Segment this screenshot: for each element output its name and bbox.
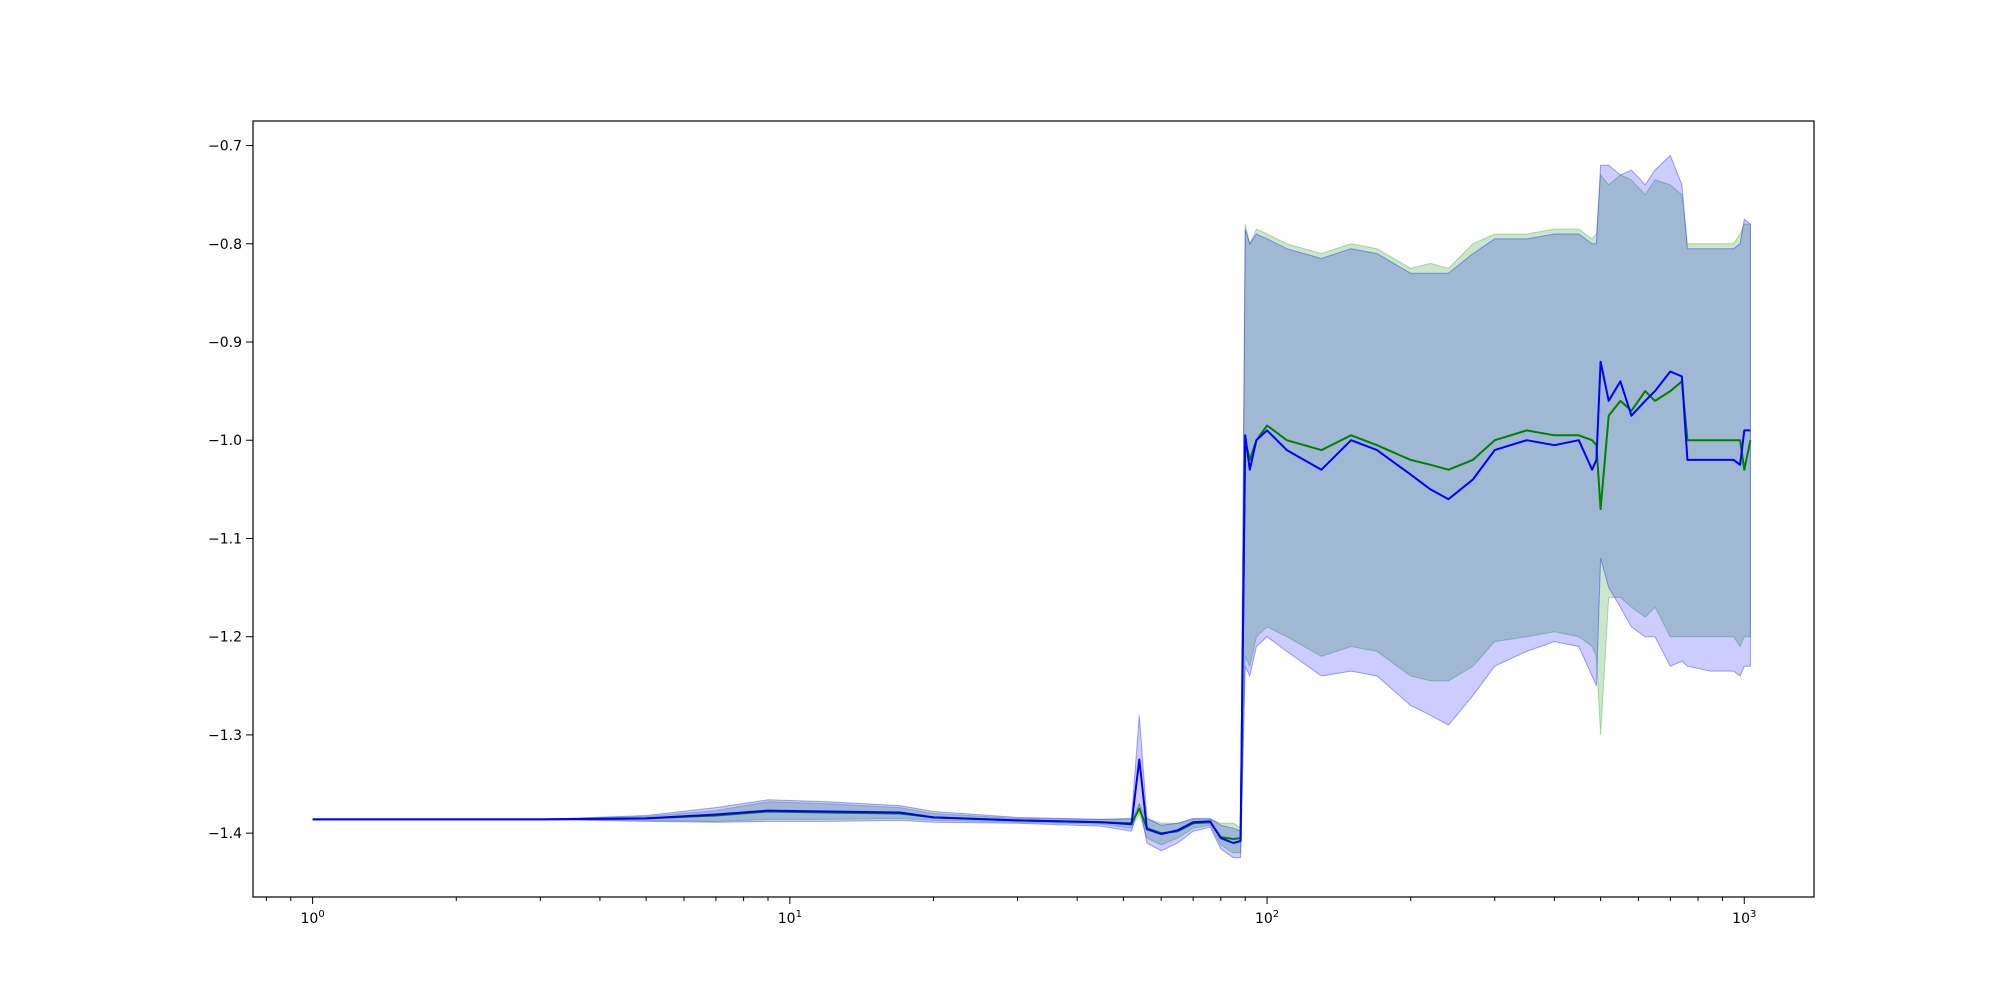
plot-area-frame xyxy=(252,120,1815,898)
y-axis: −0.7 −0.8 −0.9 −1.0 −1.1 −1.2 −1.3 −1.4 xyxy=(208,139,253,842)
x-tick-label: 101 xyxy=(778,909,802,927)
y-tick-label: −1.1 xyxy=(208,531,242,547)
series-lines xyxy=(312,360,1752,844)
series-2-line xyxy=(312,360,1751,844)
x-axis: 100 101 102 103 xyxy=(265,897,1756,927)
confidence-bands xyxy=(312,154,1751,859)
y-tick-label: −1.2 xyxy=(208,630,242,646)
series-2-band xyxy=(312,154,1751,859)
x-tick-label: 100 xyxy=(301,909,325,927)
x-tick-label: 103 xyxy=(1732,909,1756,927)
y-tick-label: −0.8 xyxy=(208,237,242,253)
y-tick-label: −1.0 xyxy=(208,433,242,449)
x-tick-label: 102 xyxy=(1255,909,1279,927)
y-tick-label: −1.4 xyxy=(208,826,242,842)
y-tick-label: −1.3 xyxy=(208,728,242,744)
y-tick-label: −0.9 xyxy=(208,335,242,351)
y-tick-label: −0.7 xyxy=(208,139,242,155)
